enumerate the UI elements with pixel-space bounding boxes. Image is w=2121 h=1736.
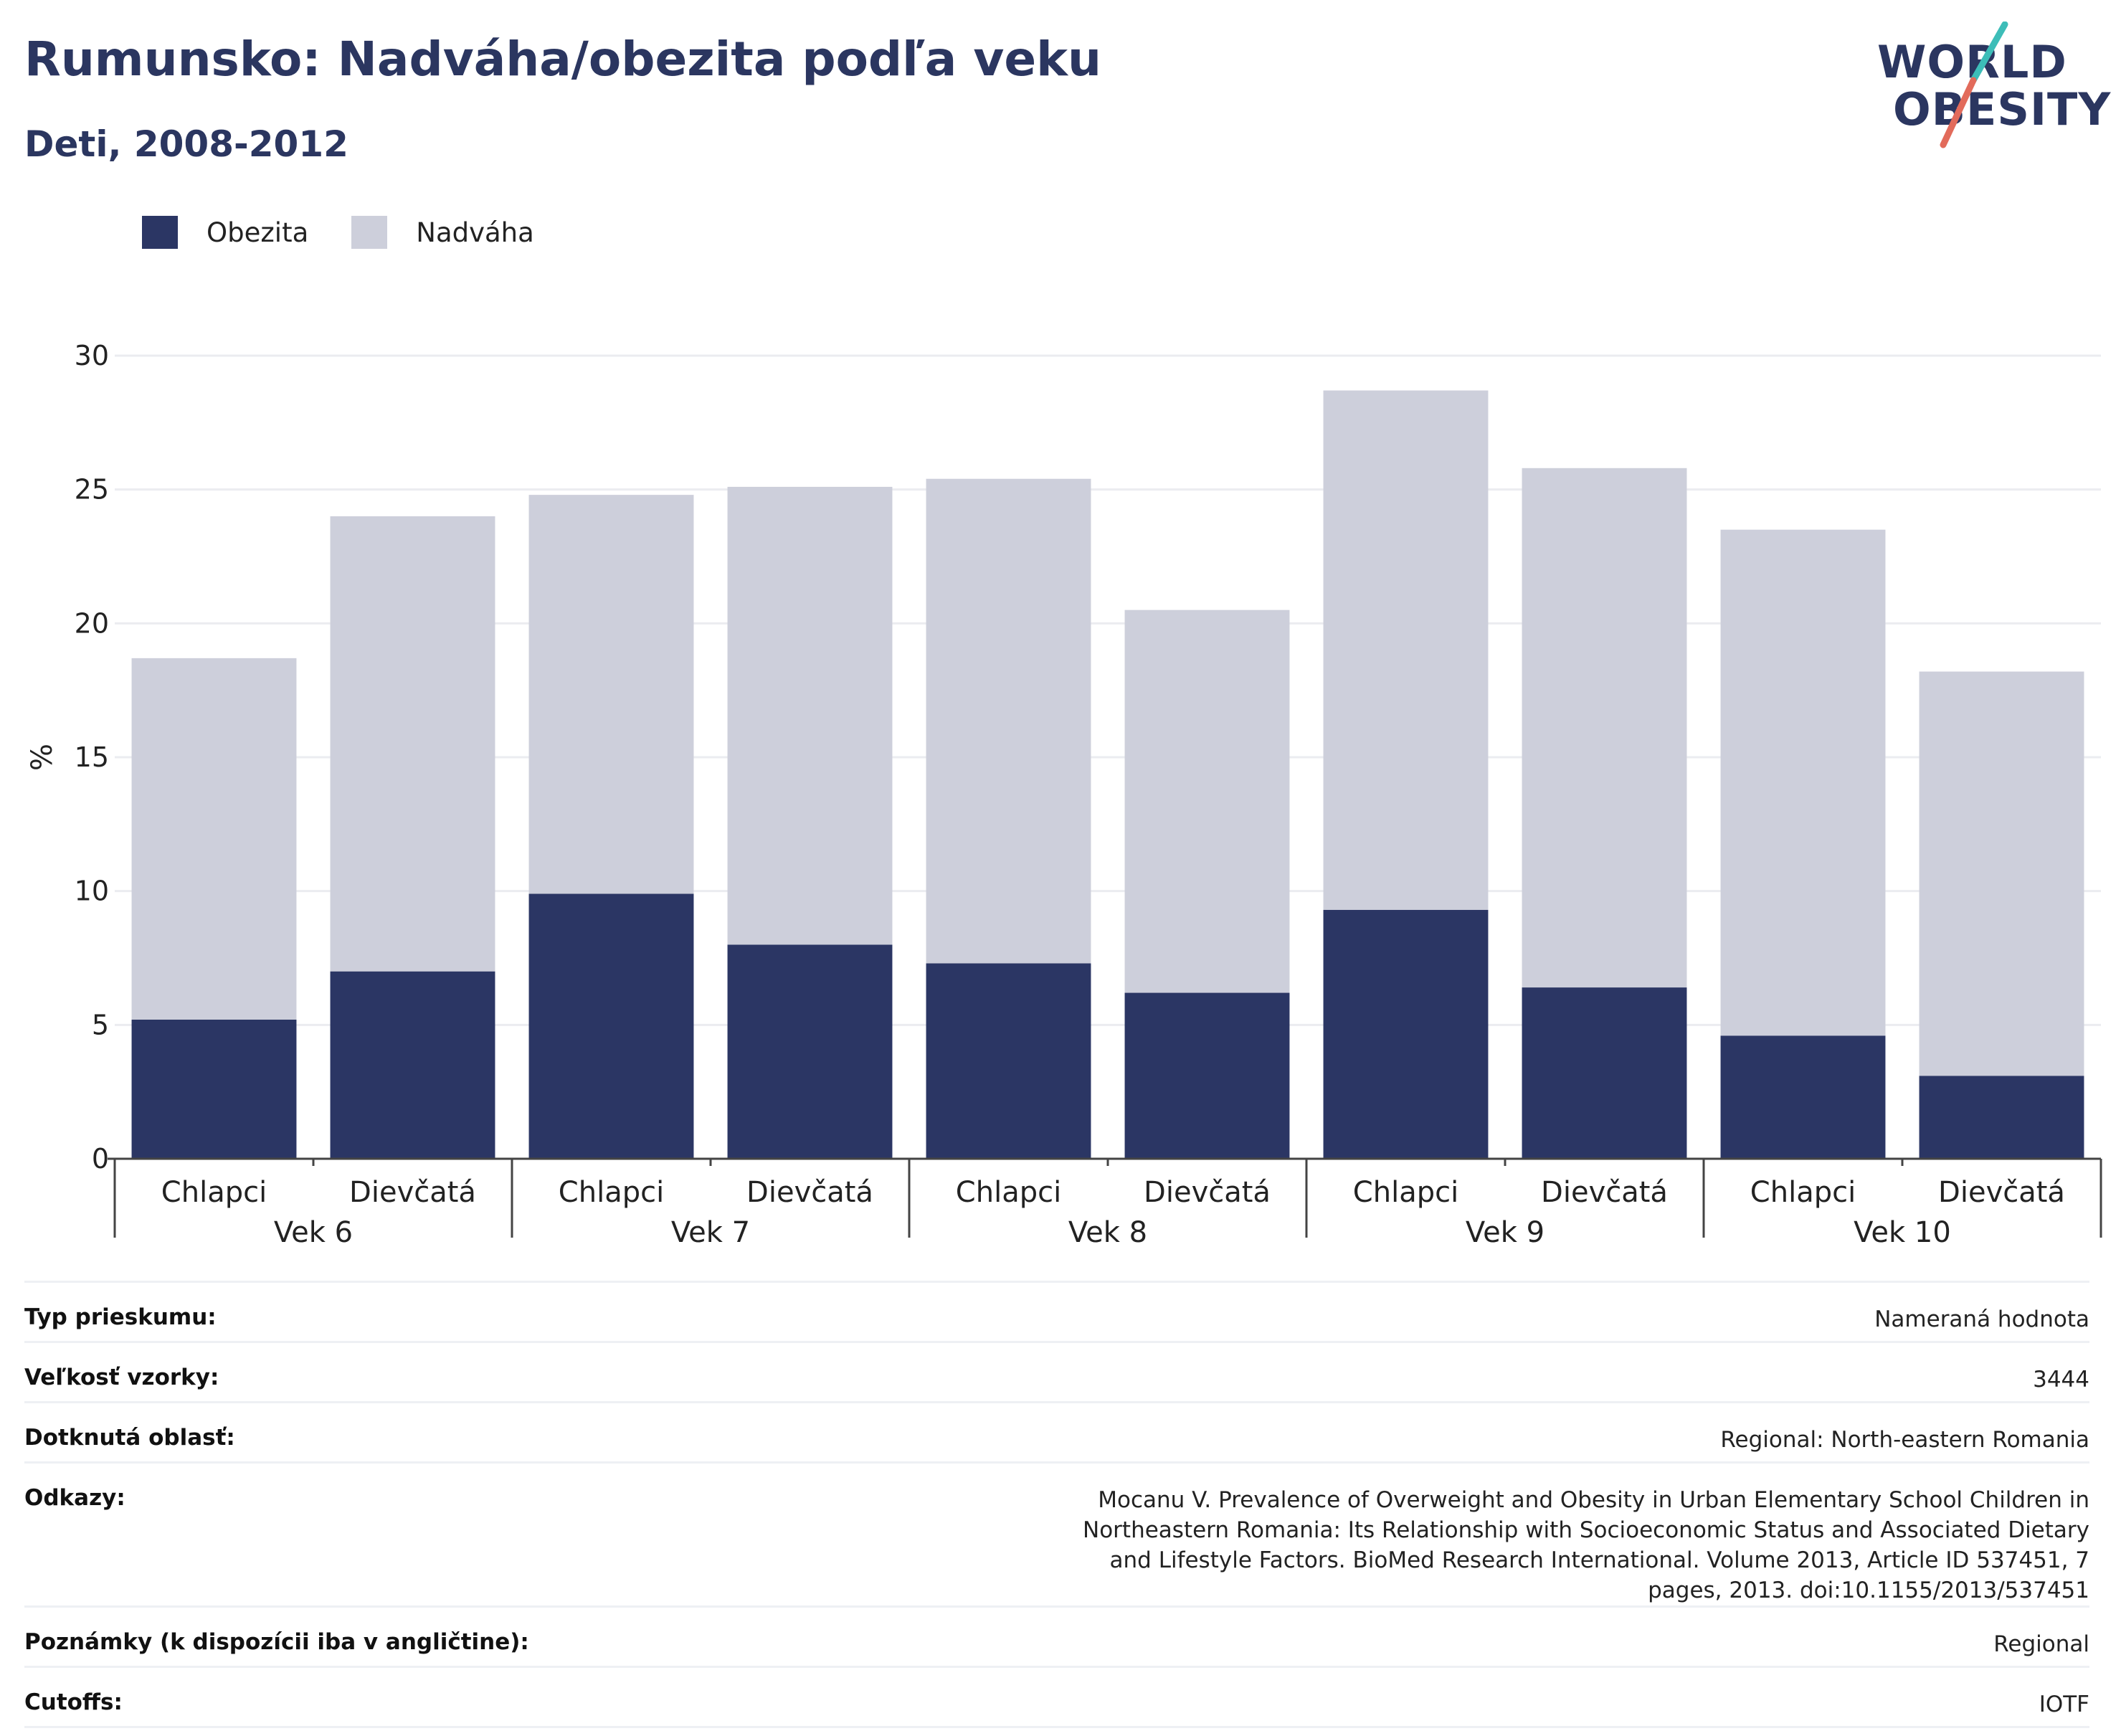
bar-obezita (131, 1019, 297, 1159)
bar-nadvaha (131, 658, 297, 1020)
world-obesity-logo: WORLD OBESITY (1864, 22, 2112, 151)
y-tick-label: 25 (75, 474, 109, 506)
info-row: Odkazy: Mocanu V. Prevalence of Overweig… (24, 1461, 2089, 1607)
info-label: Poznámky (k dispozícii iba v angličtine)… (24, 1605, 529, 1667)
legend-item-nadvaha[interactable]: Nadváha (351, 216, 534, 249)
y-tick-label: 5 (92, 1009, 109, 1040)
x-category-label: Chlapci (559, 1176, 664, 1209)
x-group-label: Vek 10 (1854, 1216, 1951, 1249)
x-category-label: Dievčatá (349, 1176, 476, 1209)
bar-obezita (528, 893, 694, 1159)
info-value: Regional: North-eastern Romania (528, 1401, 2089, 1463)
bar-nadvaha (528, 495, 694, 894)
y-tick-label: 30 (75, 340, 109, 371)
info-value: 3444 (528, 1341, 2089, 1403)
info-row: Dotknutá oblasť: Regional: North-eastern… (24, 1401, 2089, 1463)
x-category-label: Chlapci (956, 1176, 1061, 1209)
bar-obezita (1323, 909, 1489, 1159)
bar-obezita (1919, 1076, 2084, 1159)
chart-title: Rumunsko: Nadváha/obezita podľa veku (24, 32, 1101, 87)
info-value: IOTF (528, 1666, 2089, 1728)
logo-line-2: OBESITY (1893, 83, 2112, 136)
info-table: Typ prieskumu: Nameraná hodnota Veľkosť … (24, 1281, 2089, 1728)
x-category-label: Chlapci (1353, 1176, 1458, 1209)
chart-axes (108, 1157, 2102, 1238)
bar-obezita (727, 944, 893, 1159)
bar-nadvaha (1919, 671, 2084, 1076)
y-tick-label: 15 (75, 741, 109, 773)
x-group-label: Vek 7 (671, 1216, 750, 1249)
legend-label-obezita: Obezita (207, 217, 309, 248)
bar-nadvaha (330, 516, 495, 972)
chart-bars (131, 390, 2084, 1159)
info-label: Cutoffs: (24, 1666, 529, 1728)
bar-nadvaha (727, 486, 893, 945)
x-category-label: Dievčatá (1541, 1176, 1668, 1209)
chart-subtitle: Deti, 2008-2012 (24, 123, 348, 165)
info-label: Typ prieskumu: (24, 1281, 529, 1342)
x-category-label: Dievčatá (1938, 1176, 2065, 1209)
info-row: Veľkosť vzorky: 3444 (24, 1341, 2089, 1403)
legend-swatch-obezita (142, 216, 178, 249)
legend-item-obezita[interactable]: Obezita (142, 216, 308, 249)
bar-nadvaha (926, 478, 1091, 964)
legend: Obezita Nadváha (142, 212, 577, 252)
bar-obezita (1720, 1035, 1886, 1159)
x-group-label: Vek 9 (1466, 1216, 1545, 1249)
info-label: Dotknutá oblasť: (24, 1401, 529, 1463)
bar-obezita (1124, 992, 1290, 1159)
x-group-label: Vek 6 (274, 1216, 353, 1249)
logo-slash-icon (1940, 22, 2008, 148)
bar-nadvaha (1124, 610, 1290, 993)
bar-nadvaha (1323, 390, 1489, 910)
info-row: Cutoffs: IOTF (24, 1666, 2089, 1728)
bar-chart: 0 5 10 15 20 25 30% Chlapci Dievčatá Chlapci Dievč… (26, 340, 2102, 1249)
y-tick-label: 10 (75, 876, 109, 907)
info-label: Odkazy: (24, 1461, 529, 1607)
info-value: Mocanu V. Prevalence of Overweight and O… (528, 1461, 2089, 1607)
x-group-label: Vek 8 (1068, 1216, 1147, 1249)
chart-labels: 0 5 10 15 20 25 30% Chlapci Dievčatá Chlapci Dievč… (26, 340, 2065, 1249)
info-value: Nameraná hodnota (528, 1281, 2089, 1342)
bar-nadvaha (1522, 468, 1687, 988)
info-row: Poznámky (k dispozícii iba v angličtine)… (24, 1605, 2089, 1667)
x-category-label: Chlapci (161, 1176, 267, 1209)
y-axis-title: % (26, 744, 59, 771)
bar-nadvaha (1720, 529, 1886, 1036)
legend-label-nadvaha: Nadváha (416, 217, 534, 248)
bar-obezita (330, 971, 495, 1159)
x-category-label: Chlapci (1750, 1176, 1856, 1209)
info-label: Veľkosť vzorky: (24, 1341, 529, 1403)
x-category-label: Dievčatá (746, 1176, 873, 1209)
bar-obezita (926, 963, 1091, 1159)
y-tick-label: 20 (75, 607, 109, 639)
info-row: Typ prieskumu: Nameraná hodnota (24, 1281, 2089, 1342)
info-value: Regional (528, 1605, 2089, 1667)
bar-obezita (1522, 987, 1687, 1159)
y-tick-label: 0 (92, 1143, 109, 1175)
legend-swatch-nadvaha (351, 216, 388, 249)
x-category-label: Dievčatá (1144, 1176, 1271, 1209)
